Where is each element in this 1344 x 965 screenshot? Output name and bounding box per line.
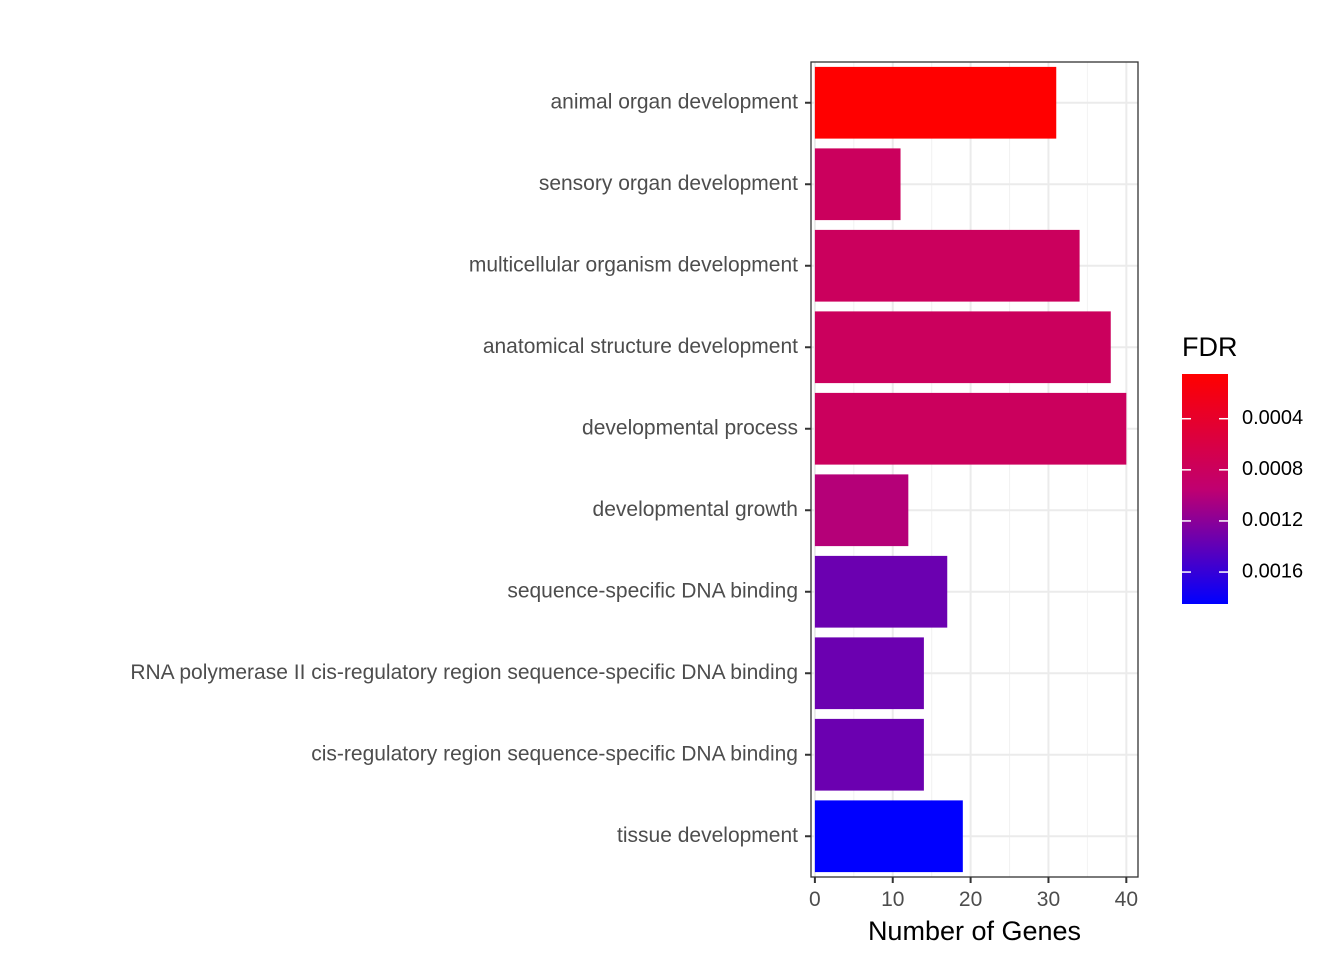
x-tick-label: 10 [881,888,904,911]
x-tick-label: 40 [1115,888,1138,911]
bar [814,229,1080,302]
category-label: tissue development [617,824,798,847]
category-label: multicellular organism development [469,253,798,276]
bars-group [814,66,1127,873]
bar [814,555,948,628]
bar [814,148,901,221]
x-tick-label: 20 [959,888,982,911]
bar [814,311,1111,384]
x-tick-label: 30 [1037,888,1060,911]
plot-border [810,61,1139,878]
bar [814,66,1057,139]
x-axis-title: Number of Genes [868,916,1081,946]
x-tick-label: 0 [809,888,821,911]
category-label: developmental process [582,416,798,439]
legend-tick-label: 0.0012 [1242,509,1303,531]
category-label: animal organ development [551,90,799,113]
bar [814,392,1127,465]
bar [814,474,909,547]
legend-tick-label: 0.0004 [1242,407,1303,429]
axes-group: animal organ development sensory organ de… [130,61,1139,946]
category-label: cis-regulatory region sequence-specific … [311,742,798,765]
bar [814,800,963,873]
legend-tick-label: 0.0008 [1242,458,1303,480]
legend-title: FDR [1182,332,1238,362]
legend-colorbar [1182,374,1228,604]
category-label: sequence-specific DNA binding [507,579,798,602]
category-label: developmental growth [593,498,798,521]
category-label: RNA polymerase II cis-regulatory region … [130,661,798,684]
legend-tick-label: 0.0016 [1242,560,1303,582]
bar [814,637,924,710]
category-label: sensory organ development [539,172,798,195]
legend: FDR 0.0004 0.0008 0.0012 0.0016 [1182,332,1303,604]
category-label: anatomical structure development [483,335,798,358]
bar [814,718,924,791]
